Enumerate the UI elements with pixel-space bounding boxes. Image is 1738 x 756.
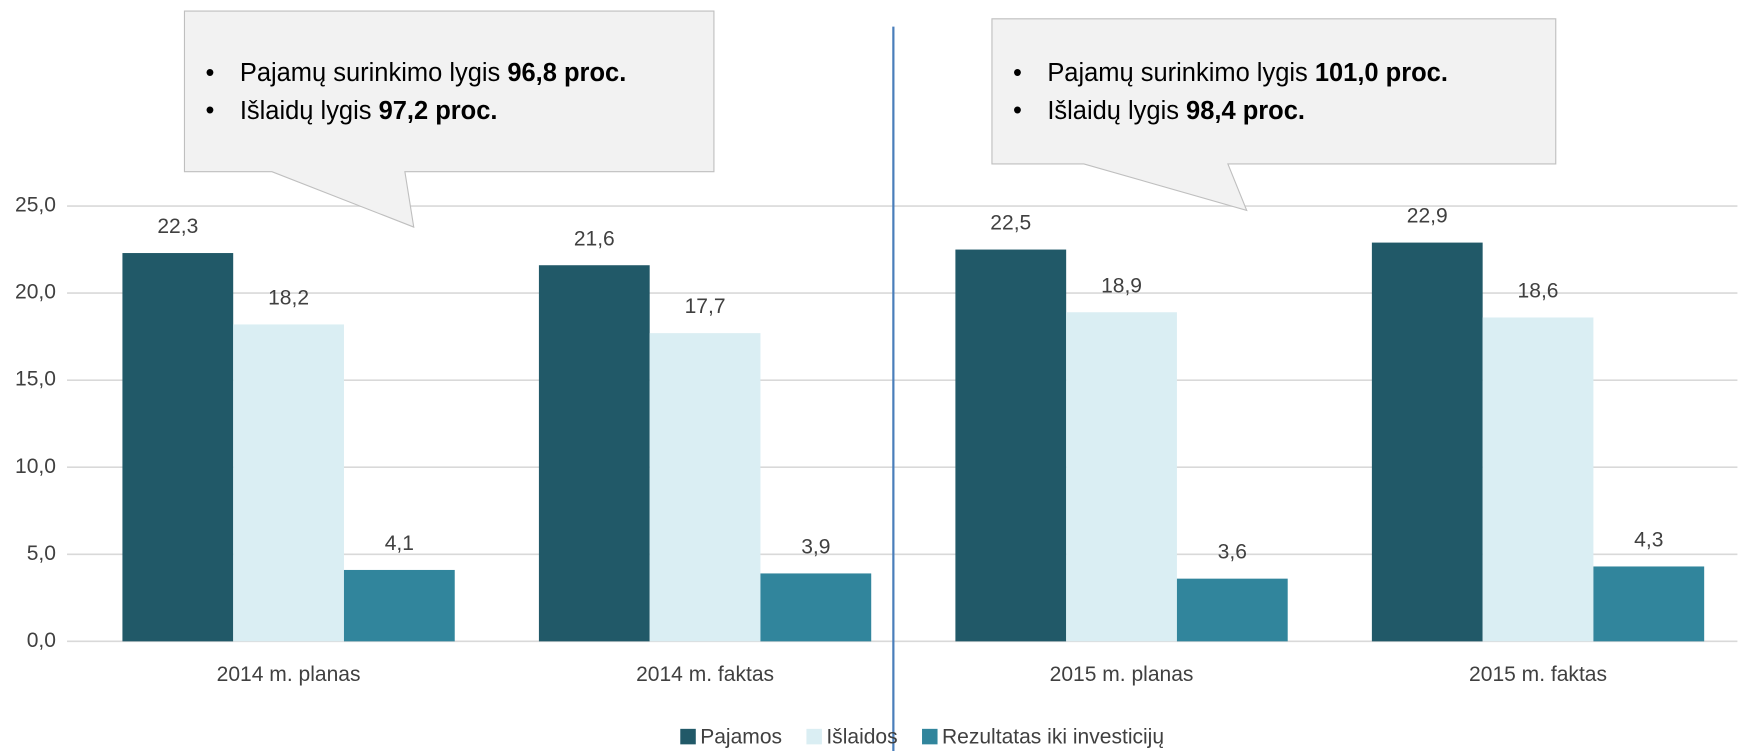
bullet: •: [1013, 59, 1022, 87]
legend-swatch: [680, 728, 696, 745]
value-label: 22,5: [990, 212, 1031, 235]
bullet: •: [1013, 97, 1022, 125]
bar: [538, 265, 650, 642]
y-tick-label: 0,0: [27, 629, 56, 652]
bar: [649, 333, 761, 642]
value-label: 22,9: [1407, 205, 1448, 228]
bar: [1066, 312, 1177, 642]
legend-label: Pajamos: [700, 725, 782, 748]
y-tick-label: 10,0: [15, 455, 56, 478]
value-label: 3,6: [1218, 541, 1247, 564]
callout-text: Pajamų surinkimo lygis 96,8 proc.: [240, 59, 626, 87]
callout-text: Išlaidų lygis 97,2 proc.: [240, 97, 498, 125]
text: Išlaidų lygis: [240, 97, 372, 125]
callout-box: [183, 10, 715, 228]
x-tick-label: 2015 m. planas: [1050, 663, 1194, 686]
legend-label: Rezultatas iki investicijų: [942, 725, 1164, 748]
value-label: 18,9: [1101, 274, 1142, 297]
value-label: 18,2: [268, 287, 309, 310]
bar: [233, 324, 344, 642]
legend-item: Pajamos: [680, 725, 782, 748]
y-tick-label: 5,0: [27, 542, 56, 565]
bar: [122, 253, 234, 642]
value-label: 22,3: [157, 215, 198, 238]
x-tick-label: 2014 m. planas: [217, 663, 361, 686]
legend-item: Rezultatas iki investicijų: [922, 725, 1164, 748]
y-tick-label: 20,0: [15, 281, 56, 304]
callout: • Pajamų surinkimo lygis 101,0 proc. • I…: [991, 18, 1557, 212]
legend-item: Išlaidos: [806, 725, 898, 748]
bullet: •: [206, 97, 215, 125]
value-label: 17,7: [685, 295, 726, 318]
bar: [1593, 566, 1705, 642]
callout-text: Pajamų surinkimo lygis 101,0 proc.: [1047, 59, 1448, 87]
legend-swatch: [922, 728, 938, 745]
value-label: 4,3: [1634, 529, 1663, 552]
text: Pajamų surinkimo lygis: [240, 59, 500, 87]
text: Išlaidų lygis: [1047, 97, 1179, 125]
y-tick-label: 15,0: [15, 368, 56, 391]
legend: Pajamos Išlaidos Rezultatas iki investicij…: [680, 725, 1164, 748]
legend-label: Išlaidos: [826, 725, 897, 748]
bar: [1371, 242, 1483, 642]
bar: [1482, 317, 1594, 642]
bar: [760, 573, 872, 642]
value-label: 18,6: [1518, 280, 1559, 303]
y-tick-label: 25,0: [15, 194, 56, 217]
value-label: 4,1: [385, 532, 414, 555]
bar: [955, 249, 1067, 642]
bold: 98,4 proc.: [1186, 97, 1305, 125]
bold: 101,0 proc.: [1315, 59, 1448, 87]
bars: 2014 m. planas 22,3 18,2 4,1 2014 m. faktas 2…: [122, 205, 1705, 686]
text: Pajamų surinkimo lygis: [1047, 59, 1307, 87]
callout-text: Išlaidų lygis 98,4 proc.: [1047, 97, 1305, 125]
callout-box: [991, 18, 1557, 212]
bold: 96,8 proc.: [507, 59, 626, 87]
callout: • Pajamų surinkimo lygis 96,8 proc. • Iš…: [183, 10, 715, 228]
value-label: 21,6: [574, 227, 615, 250]
value-label: 3,9: [801, 536, 830, 559]
bullet: •: [206, 59, 215, 87]
bar: [343, 569, 455, 642]
bar: [1176, 578, 1288, 642]
legend-swatch: [806, 728, 822, 745]
x-tick-label: 2015 m. faktas: [1469, 663, 1607, 686]
x-tick-label: 2014 m. faktas: [636, 663, 774, 686]
bold: 97,2 proc.: [379, 97, 498, 125]
